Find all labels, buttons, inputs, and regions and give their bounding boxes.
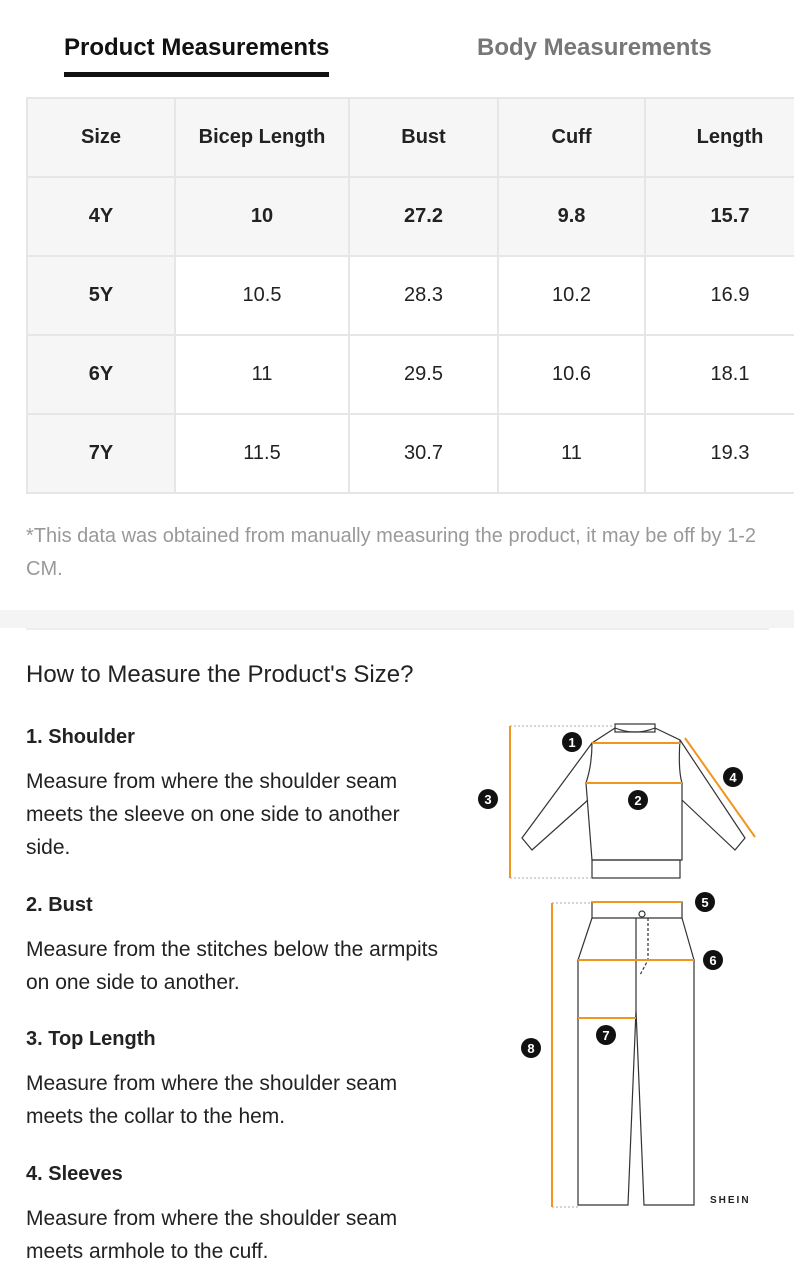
size-cell: 7Y [26,413,176,494]
marker-number: 4 [729,770,737,785]
section-shoulder: 1. Shoulder Measure from where the should… [26,726,446,864]
marker-circle [596,1025,616,1045]
table-cell: 29.5 [348,334,499,415]
header-cell: Length [644,97,794,178]
marker-number: 3 [484,792,491,807]
table-cell: 16.9 [644,255,794,336]
tab-body-measurements[interactable]: Body Measurements [477,34,712,61]
table-row: 7Y 11.5 30.7 11 19.3 [26,413,794,494]
marker-circle [703,950,723,970]
table-cell: 19.3 [644,413,794,494]
measurement-lines [509,726,756,1207]
shein-logo: SHEIN [710,1195,751,1206]
section-sleeves: 4. Sleeves Measure from where the shoulde… [26,1163,446,1268]
table-cell: 10.6 [497,334,646,415]
table-cell: 11 [174,334,350,415]
header-cell: Size [26,97,176,178]
marker-number: 2 [634,793,641,808]
marker-number: 7 [602,1028,609,1043]
table-row: 4Y 10 27.2 9.8 15.7 [26,176,794,257]
size-cell: 5Y [26,255,176,336]
table-cell: 15.7 [644,176,794,257]
section-title: 2. Bust [26,894,93,916]
section-text: Measure from where the shoulder seam mee… [26,1072,398,1128]
marker-circle [478,789,498,809]
marker-circle [628,790,648,810]
marker-circle [695,892,715,912]
section-bust: 2. Bust Measure from the stitches below t… [26,894,446,999]
table-cell: 11.5 [174,413,350,494]
section-text: Measure from where the shoulder seam mee… [26,770,400,859]
size-cell: 4Y [26,176,176,257]
sweater-outline [521,723,746,879]
marker-number: 8 [527,1041,534,1056]
section-title: 1. Shoulder [26,726,135,748]
section-top-length: 3. Top Length Measure from where the shou… [26,1028,446,1133]
table-cell: 9.8 [497,176,646,257]
marker-number: 1 [568,735,575,750]
marker-circle [521,1038,541,1058]
section-title: 4. Sleeves [26,1163,123,1185]
table-row: 6Y 11 29.5 10.6 18.1 [26,334,794,415]
measurement-note: *This data was obtained from manually me… [26,525,757,580]
section-text: Measure from where the shoulder seam mee… [26,1207,398,1263]
table-cell: 18.1 [644,334,794,415]
how-to-measure-title: How to Measure the Product's Size? [26,661,414,688]
table-row: 5Y 10.5 28.3 10.2 16.9 [26,255,794,336]
table-cell: 27.2 [348,176,499,257]
table-cell: 30.7 [348,413,499,494]
marker-circle [562,732,582,752]
tab-product-measurements[interactable]: Product Measurements [64,34,330,77]
table-cell: 10 [174,176,350,257]
table-cell: 11 [497,413,646,494]
header-cell: Cuff [497,97,646,178]
measurement-diagram: 1 2 3 4 5 6 7 8 SHEIN [478,723,756,1208]
table-cell: 10.5 [174,255,350,336]
pants-outline [577,901,695,1206]
header-cell: Bust [348,97,499,178]
header-cell: Bicep Length [174,97,350,178]
size-table: Size Bicep Length Bust Cuff Length 4Y 10 2… [26,97,794,494]
table-header-row: Size Bicep Length Bust Cuff Length [26,97,794,178]
marker-circle [723,767,743,787]
divider [26,628,769,630]
section-title: 3. Top Length [26,1028,156,1050]
table-cell: 10.2 [497,255,646,336]
size-cell: 6Y [26,334,176,415]
marker-number: 6 [709,953,716,968]
table-cell: 28.3 [348,255,499,336]
section-text: Measure from the stitches below the armp… [26,938,439,994]
divider [0,610,794,628]
marker-number: 5 [701,895,708,910]
